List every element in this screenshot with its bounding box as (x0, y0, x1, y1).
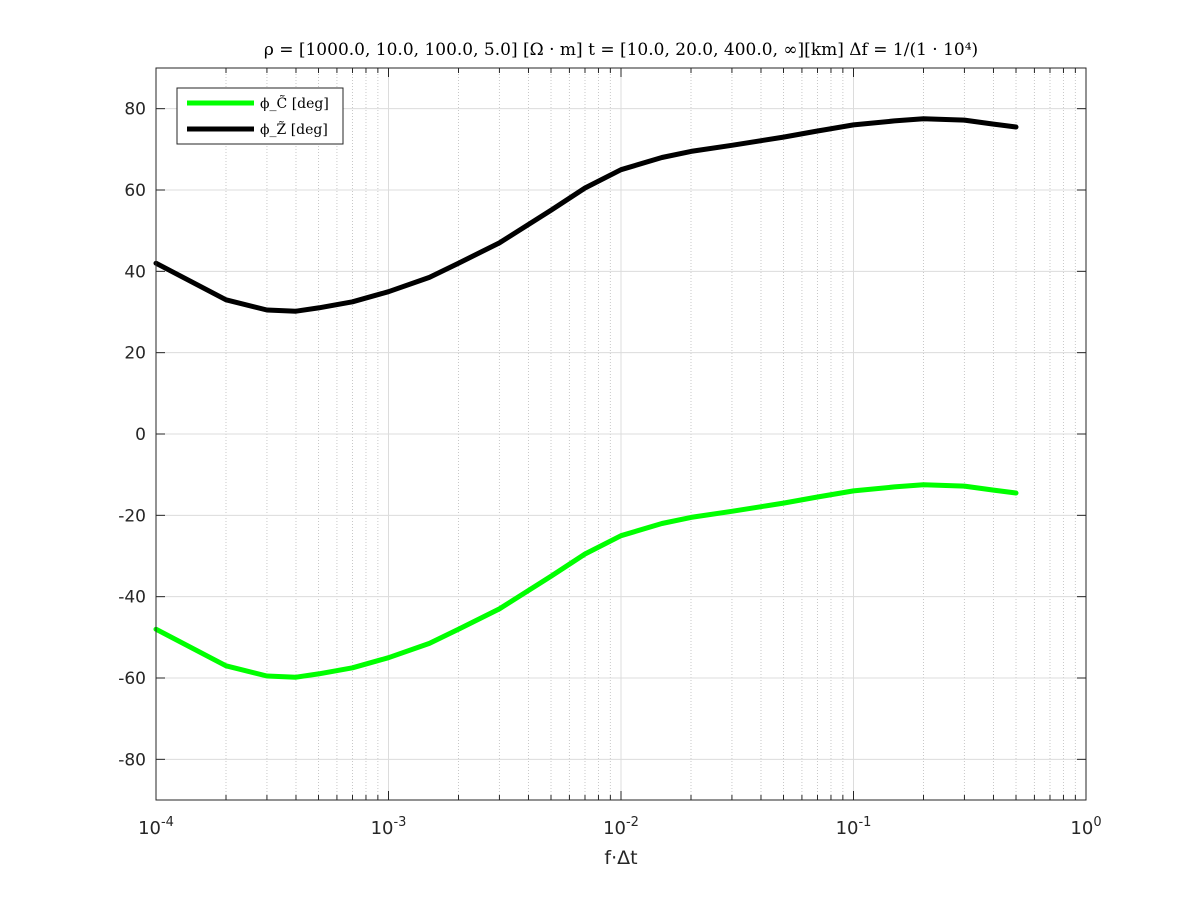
series-line-0 (153, 482, 1019, 680)
x-tick-label: 10-4 (138, 815, 174, 839)
chart-title: ρ = [1000.0, 10.0, 100.0, 5.0] [Ω · m] t… (264, 40, 978, 60)
y-tick-label: 60 (124, 181, 146, 201)
y-tick-label: 20 (124, 344, 146, 364)
series-line-1 (153, 116, 1019, 314)
y-tick-label: -20 (118, 506, 146, 526)
legend-label-phi-z: ϕ_Z̃ [deg] (260, 120, 328, 138)
y-tick-label: -80 (118, 750, 146, 770)
y-tick-label: 0 (135, 425, 146, 445)
x-tick-label: 10-3 (371, 815, 407, 839)
y-tick-label: -40 (118, 588, 146, 608)
y-tick-label: 80 (124, 100, 146, 120)
legend-label-phi-c: ϕ_C̃ [deg] (260, 94, 329, 112)
tick-labels: 10-4 10-3 10-2 10-1 100 -80 -60 -40 -20 0 20 40 60 80 (118, 100, 1101, 839)
x-tick-label: 100 (1070, 815, 1101, 839)
x-axis-label: f·Δt (604, 847, 637, 869)
ticks (155, 68, 1087, 800)
legend-box (176, 87, 344, 145)
y-tick-label: -60 (118, 669, 146, 689)
grid (155, 68, 1087, 800)
legend: ϕ_C̃ [deg] ϕ_Z̃ [deg] (176, 87, 344, 145)
x-tick-label: 10-2 (603, 815, 639, 839)
x-tick-label: 10-1 (836, 815, 872, 839)
series-layer (153, 116, 1019, 680)
y-tick-label: 40 (124, 262, 146, 282)
